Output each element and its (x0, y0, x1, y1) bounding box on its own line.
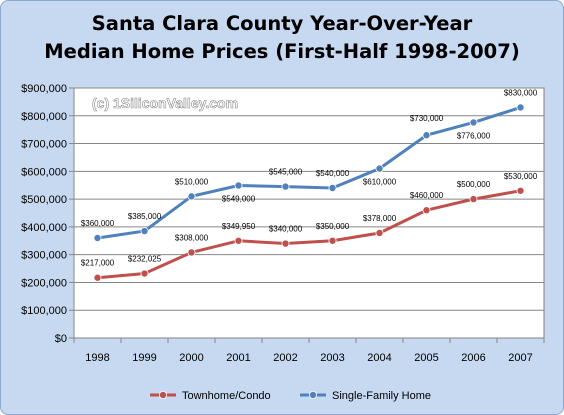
data-point (234, 236, 243, 245)
data-point (93, 273, 102, 282)
data-label: $460,000 (410, 191, 444, 200)
data-point (516, 186, 525, 195)
data-point (375, 228, 384, 237)
legend-swatch-marker (308, 390, 317, 399)
chart-title-line-2: Median Home Prices (First-Half 1998-2007… (44, 40, 520, 63)
data-label: $349,950 (222, 222, 256, 231)
legend-swatch-marker (158, 390, 167, 399)
data-label: $360,000 (81, 219, 115, 228)
y-tick-label: $800,000 (21, 111, 67, 123)
x-tick-label: 2001 (226, 352, 250, 364)
data-label: $308,000 (175, 233, 209, 242)
data-label: $500,000 (457, 180, 491, 189)
data-label: $510,000 (175, 177, 209, 186)
x-tick-label: 2007 (508, 352, 532, 364)
y-tick-label: $700,000 (21, 139, 67, 151)
legend-label: Single-Family Home (332, 390, 431, 402)
data-point (281, 239, 290, 248)
data-label: $232,025 (128, 255, 162, 264)
data-label: $545,000 (269, 168, 303, 177)
watermark-text: (c) 1SiliconValley.com (92, 95, 238, 111)
data-point (328, 236, 337, 245)
data-label: $378,000 (363, 214, 397, 223)
chart-title: Santa Clara County Year-Over-Year Median… (0, 10, 564, 66)
x-tick-label: 1998 (85, 352, 109, 364)
data-point (93, 233, 102, 242)
data-label: $549,000 (222, 195, 256, 204)
data-point (375, 164, 384, 173)
data-point (140, 269, 149, 278)
x-tick-label: 2000 (179, 352, 203, 364)
data-label: $217,000 (81, 259, 115, 268)
x-tick-label: 2004 (367, 352, 391, 364)
data-label: $730,000 (410, 114, 444, 123)
data-label: $350,000 (316, 222, 350, 231)
x-tick-label: 2005 (414, 352, 438, 364)
data-label: $530,000 (504, 172, 538, 181)
gridlines (74, 87, 544, 311)
x-tick-label: 1999 (132, 352, 156, 364)
data-point (469, 195, 478, 204)
data-point (422, 206, 431, 215)
series-line (97, 106, 521, 240)
data-labels: $217,000 $232,025 $308,000 $349,950 $340,000… (81, 88, 538, 267)
y-tick-label: $600,000 (21, 166, 67, 178)
x-tick-label: 2003 (320, 352, 344, 364)
data-point (469, 118, 478, 127)
data-label: $540,000 (316, 169, 350, 178)
x-tick-label: 2002 (273, 352, 297, 364)
y-tick-label: $100,000 (21, 305, 67, 317)
series (93, 103, 525, 282)
legend: Townhome/Condo Single-Family Home (150, 390, 431, 402)
data-label: $830,000 (504, 88, 538, 97)
data-label: $340,000 (269, 225, 303, 234)
data-point (422, 131, 431, 140)
chart-title-line-1: Santa Clara County Year-Over-Year (91, 12, 473, 35)
data-point (281, 182, 290, 191)
data-point (234, 181, 243, 190)
data-label: $776,000 (457, 131, 491, 140)
y-tick-label: $900,000 (21, 83, 67, 95)
plot-area (73, 87, 545, 339)
y-tick-label: $200,000 (21, 277, 67, 289)
legend-label: Townhome/Condo (182, 390, 271, 402)
x-tick-label: 2006 (461, 352, 485, 364)
y-tick-label: $400,000 (21, 222, 67, 234)
series-line (97, 189, 521, 280)
data-point (328, 183, 337, 192)
axes: $0 $100,000 $200,000 $300,000 $400,000 $500,0… (21, 83, 545, 364)
data-point (140, 227, 149, 236)
y-tick-label: $0 (55, 333, 67, 345)
y-tick-label: $500,000 (21, 194, 67, 206)
data-point (187, 192, 196, 201)
data-label: $610,000 (363, 178, 397, 187)
data-point (516, 103, 525, 112)
data-label: $385,000 (128, 212, 162, 221)
data-point (187, 248, 196, 257)
y-tick-label: $300,000 (21, 250, 67, 262)
